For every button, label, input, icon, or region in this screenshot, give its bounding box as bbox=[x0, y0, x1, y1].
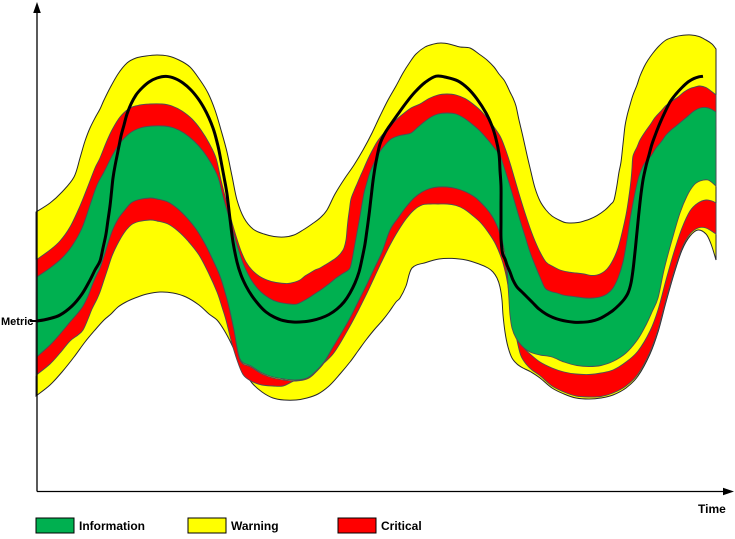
svg-text:Time: Time bbox=[698, 502, 726, 516]
svg-text:Critical: Critical bbox=[381, 519, 422, 533]
svg-text:Information: Information bbox=[79, 519, 145, 533]
svg-text:Warning: Warning bbox=[231, 519, 279, 533]
svg-text:Metric: Metric bbox=[1, 316, 33, 328]
